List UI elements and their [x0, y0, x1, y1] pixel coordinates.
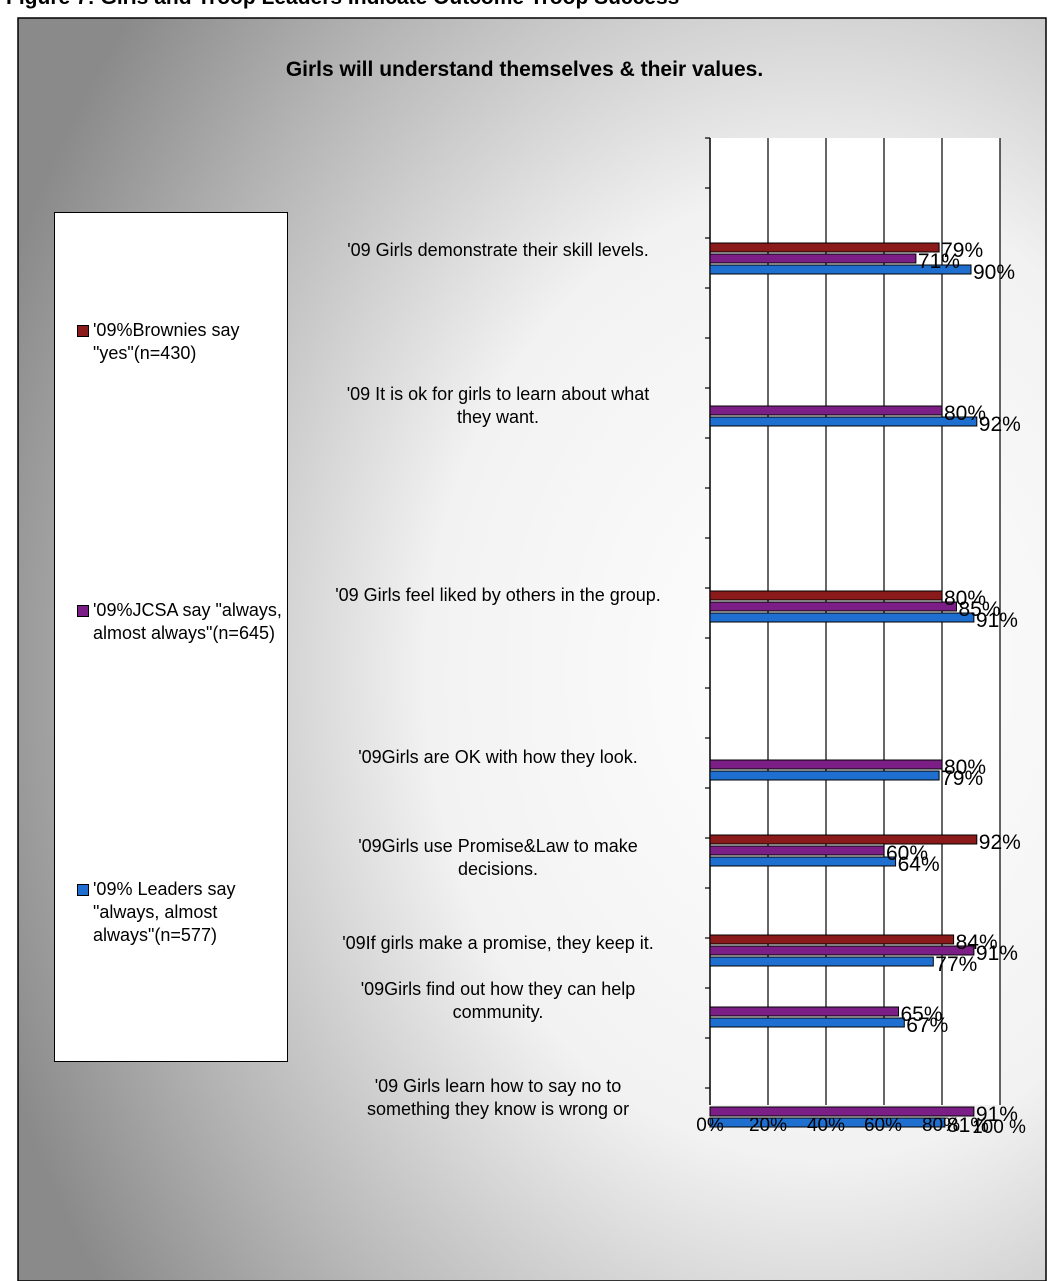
bar	[709, 1106, 975, 1117]
chart-title: Girls will understand themselves & their…	[285, 58, 764, 81]
category-label: '09Girls use Promise&Law to make decisio…	[358, 836, 638, 879]
category-label: '09Girls find out how they can help comm…	[360, 979, 636, 1022]
bar	[709, 253, 917, 264]
bar	[709, 242, 940, 253]
bar	[709, 612, 975, 623]
data-label: 79%	[941, 767, 983, 790]
data-label: 90%	[973, 261, 1015, 284]
data-label: 65%	[901, 1003, 943, 1026]
bar	[709, 1006, 899, 1017]
bar	[709, 1117, 946, 1128]
x-tick-label: 0%	[696, 1115, 724, 1136]
bar	[709, 416, 978, 427]
x-tick-label: 40%	[806, 1115, 846, 1136]
bar	[709, 770, 940, 781]
data-label: 92%	[979, 413, 1021, 436]
bar	[709, 856, 897, 867]
data-label: 81%	[947, 1114, 989, 1137]
category-label: '09 It is ok for girls to learn about wh…	[346, 384, 650, 427]
data-label: 85%	[959, 598, 1001, 621]
data-label: 67%	[906, 1014, 948, 1037]
data-label: 77%	[935, 953, 977, 976]
data-label: 92%	[979, 831, 1021, 854]
legend-label-jcsa: '09%JCSA say "always, almost always"(n=6…	[93, 600, 282, 643]
category-label: '09 Girls feel liked by others in the gr…	[335, 585, 661, 605]
bar	[709, 405, 943, 416]
data-label: 91%	[976, 609, 1018, 632]
bar	[709, 264, 972, 275]
bar	[709, 590, 943, 601]
legend: '09%Brownies say "yes"(n=430) '09%JCSA s…	[54, 212, 288, 1062]
category-label: '09 Girls learn how to say no to somethi…	[366, 1076, 630, 1119]
legend-label-leaders: '09% Leaders say "always, almost always"…	[93, 879, 236, 945]
legend-item-leaders: '09% Leaders say "always, almost always"…	[77, 878, 282, 947]
figure-caption: Figure 7: Girls and Troop Leaders Indica…	[6, 0, 679, 10]
x-tick-label: 100 %	[972, 1117, 1026, 1138]
legend-item-brownies: '09%Brownies say "yes"(n=430)	[77, 319, 282, 365]
legend-swatch-jcsa	[77, 605, 89, 617]
bars	[709, 242, 978, 1128]
bar	[709, 601, 957, 612]
data-label: 84%	[956, 931, 998, 954]
legend-swatch-leaders	[77, 884, 89, 896]
category-label: '09 Girls demonstrate their skill levels…	[347, 240, 649, 260]
bar	[709, 759, 943, 770]
bar	[709, 934, 955, 945]
legend-swatch-brownies	[77, 325, 89, 337]
bar	[709, 956, 934, 967]
data-label: 80%	[944, 587, 986, 610]
x-tick-label: 80%	[921, 1115, 961, 1136]
data-label: 91%	[976, 1103, 1018, 1126]
legend-item-jcsa: '09%JCSA say "always, almost always"(n=6…	[77, 599, 282, 645]
bar	[709, 945, 975, 956]
data-label: 91%	[976, 942, 1018, 965]
bar	[709, 834, 978, 845]
data-label: 80%	[944, 756, 986, 779]
bar	[709, 1017, 905, 1028]
data-label: 71%	[918, 250, 960, 273]
data-label: 60%	[886, 842, 928, 865]
data-label: 80%	[944, 402, 986, 425]
data-labels: 79%80%92%84%71%80%85%80%60%91%65%91%90%9…	[886, 239, 1021, 1137]
x-tick-label: 20%	[748, 1115, 788, 1136]
data-label: 79%	[941, 239, 983, 262]
data-label: 64%	[898, 853, 940, 876]
category-label: '09If girls make a promise, they keep it…	[342, 933, 654, 953]
bar	[709, 845, 885, 856]
legend-label-brownies: '09%Brownies say "yes"(n=430)	[93, 320, 240, 363]
x-tick-label: 60%	[863, 1115, 903, 1136]
category-label: '09Girls are OK with how they look.	[358, 747, 638, 767]
